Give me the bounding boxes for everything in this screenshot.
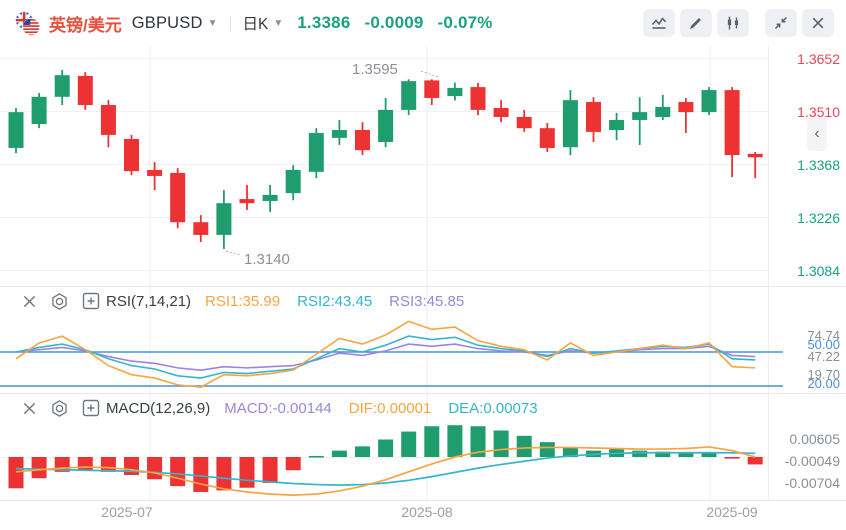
rsi-chart-area[interactable] (0, 316, 768, 392)
macd-panel-header: MACD(12,26,9) MACD:-0.00144 DIF:0.00001 DE… (22, 395, 555, 421)
rsi-axis-label: 19.70 (807, 367, 840, 382)
pencil-icon (690, 18, 701, 29)
rsi-panel-header: RSI(7,14,21) RSI1:35.99 RSI2:43.45 RSI3:45… (22, 288, 481, 314)
close-icon (812, 17, 824, 29)
plus-square-icon (82, 399, 100, 417)
close-button[interactable] (802, 9, 834, 37)
macd-add-button[interactable] (82, 399, 100, 417)
pair-name: 英镑/美元 (49, 15, 122, 35)
indicator-button[interactable] (643, 9, 675, 37)
price-axis-label: 1.3510 (797, 104, 840, 120)
period-selector[interactable]: 日K ▼ (243, 12, 284, 34)
candlestick-icon (727, 16, 739, 30)
chevron-down-icon: ▼ (207, 17, 218, 29)
price-change-percent: -0.07% (437, 13, 493, 32)
rsi-axis-label: 74.74 (807, 328, 840, 343)
symbol-label: GBPUSD (131, 13, 203, 32)
chevron-left-icon: ‹ (814, 125, 820, 142)
rsi-settings-button[interactable] (50, 292, 69, 311)
draw-button[interactable] (680, 9, 712, 37)
price-axis-label: 1.3084 (797, 263, 840, 279)
top-bar: 英镑/美元 GBPUSD ▼ 日K ▼ 1.3386 -0.0009 -0.07… (0, 0, 846, 46)
pair-flag-icon (15, 11, 40, 36)
rsi-values: RSI1:35.99 RSI2:43.45 RSI3:45.85 (205, 293, 481, 310)
plus-square-icon (82, 292, 100, 310)
macd-chart-area[interactable] (0, 418, 768, 500)
close-icon (23, 402, 36, 414)
price-change: -0.0009 (364, 13, 424, 32)
time-axis-label: 2025-07 (101, 504, 153, 520)
divider (229, 15, 231, 31)
gear-icon (52, 292, 67, 310)
rsi-add-button[interactable] (82, 292, 100, 310)
rsi-title: RSI(7,14,21) (106, 292, 192, 310)
macd-axis-label: -0.00049 (784, 453, 840, 469)
indicator-value: RSI1:35.99 (205, 292, 281, 310)
macd-close-button[interactable] (22, 401, 37, 416)
rsi-ref-label: 20.00 (807, 376, 840, 391)
last-price: 1.3386 (297, 13, 351, 32)
gear-icon (52, 399, 67, 417)
time-axis-label: 2025-08 (401, 504, 453, 520)
high-price-annotation: 1.3595 (352, 61, 398, 78)
indicator-value: RSI3:45.85 (389, 292, 465, 310)
period-label: 日K (242, 16, 269, 33)
macd-settings-button[interactable] (50, 399, 69, 418)
candlestick-chart-area[interactable] (0, 46, 768, 286)
chevron-down-icon: ▼ (273, 17, 284, 29)
collapse-button[interactable] (765, 9, 797, 37)
price-axis-label: 1.3226 (797, 210, 840, 226)
collapse-icon (774, 16, 788, 30)
indicator-value: RSI2:43.45 (297, 292, 373, 310)
chart-toolbar (643, 9, 834, 37)
chart-style-button[interactable] (717, 9, 749, 37)
indicator-value: MACD:-0.00144 (224, 399, 332, 417)
rsi-close-button[interactable] (22, 294, 37, 309)
axis-collapse-handle[interactable]: ‹ (807, 117, 827, 151)
low-price-annotation: 1.3140 (244, 251, 290, 268)
price-axis-label: 1.3652 (797, 51, 840, 67)
close-icon (23, 295, 36, 307)
macd-values: MACD:-0.00144 DIF:0.00001 DEA:0.00073 (224, 400, 554, 417)
time-axis-label: 2025-09 (706, 504, 758, 520)
symbol-selector[interactable]: GBPUSD ▼ (132, 14, 218, 33)
macd-axis-label: -0.00704 (784, 475, 840, 491)
rsi-axis-label: 47.22 (807, 349, 840, 364)
macd-axis-label: 0.00605 (789, 431, 840, 447)
indicator-value: DEA:0.00073 (448, 399, 538, 417)
price-axis-label: 1.3368 (797, 157, 840, 173)
indicator-value: DIF:0.00001 (348, 399, 432, 417)
rsi-ref-label: 50.00 (807, 337, 840, 352)
macd-title: MACD(12,26,9) (106, 399, 211, 417)
line-chart-icon (651, 17, 667, 29)
